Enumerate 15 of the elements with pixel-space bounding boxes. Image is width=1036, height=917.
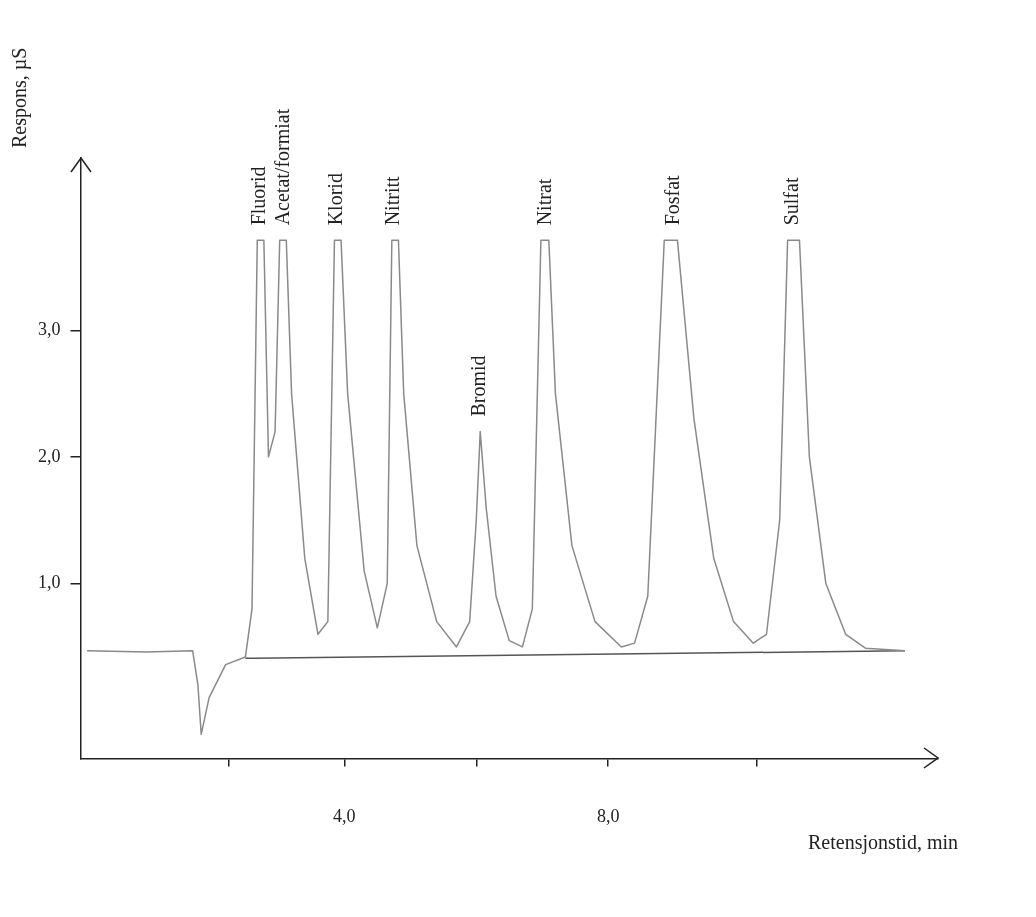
x-tick-label: 8,0 <box>596 805 620 826</box>
annotation: Klorid <box>324 173 347 226</box>
y-tick-label: 1,0 <box>38 572 61 593</box>
annotation: Nitritt <box>381 176 404 226</box>
x-tick-label: 4,0 <box>333 805 356 826</box>
y-tick-label: 2,0 <box>38 445 61 466</box>
annotation: Bromid <box>467 355 490 417</box>
x-axis-title: Retensjonstid, min <box>808 830 958 854</box>
annotation: Fluorid <box>247 166 270 226</box>
y-axis-title: Respons, µS <box>7 47 31 148</box>
y-tick-label: 3,0 <box>38 319 61 339</box>
annotation: Nitrat <box>532 178 555 226</box>
annotation: Sulfat <box>780 177 803 226</box>
annotation: Acetat/formiat <box>270 108 293 226</box>
annotation: Fosfat <box>661 174 684 226</box>
